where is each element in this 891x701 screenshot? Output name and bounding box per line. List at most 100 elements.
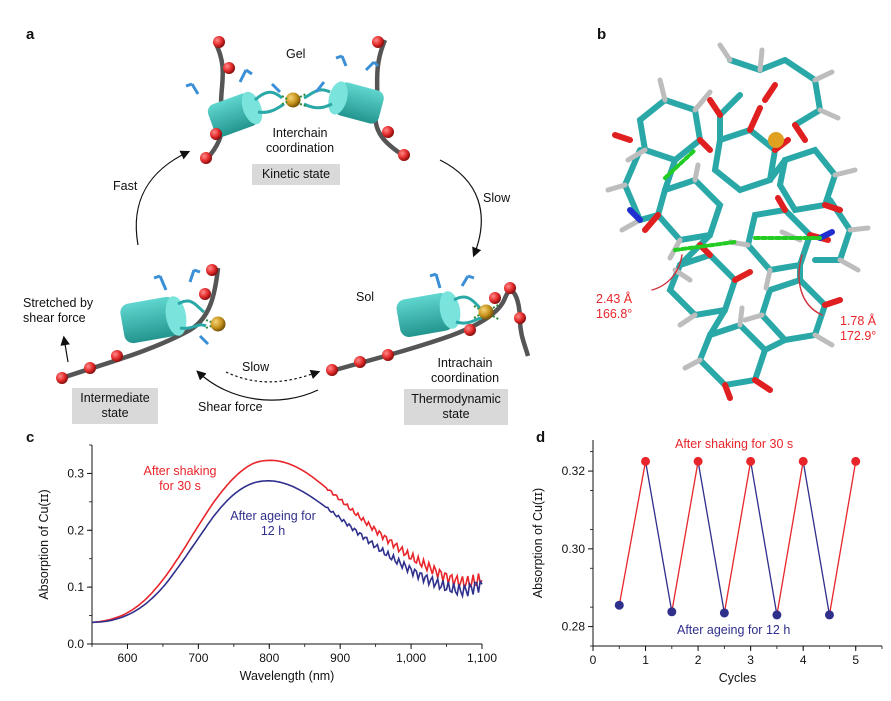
y-tick-label: 0.28 — [562, 620, 586, 634]
age-annotation-d: After ageing for 12 h — [677, 623, 791, 637]
x-tick-label: 600 — [117, 651, 137, 665]
fast-label: Fast — [113, 179, 138, 193]
left-hbond-annotation: 2.43 Å 166.8° — [596, 292, 632, 322]
panel-c: c 600 700 800 900 1,000 1,100 0.0 0.1 0.2 0.3 Wave… — [0, 425, 520, 701]
intermediate-line1: Intermediate — [80, 391, 150, 405]
cycle-segment — [776, 461, 804, 616]
right-angle: 172.9° — [840, 329, 877, 343]
x-axis-label: Cycles — [719, 671, 757, 685]
left-distance: 2.43 Å — [596, 292, 633, 306]
absorption-spectrum-chart: 600 700 800 900 1,000 1,100 0.0 0.1 0.2 0.3 Wavele… — [37, 444, 497, 683]
sol-label: Sol — [356, 290, 375, 304]
cycle-segment — [828, 461, 857, 616]
nitrogen-atoms — [627, 207, 835, 241]
data-point-shaken — [641, 456, 651, 466]
x-tick-label: 1,000 — [396, 651, 426, 665]
y-tick-label: 0.0 — [67, 637, 84, 651]
gel-label: Gel — [286, 47, 306, 61]
y-tick-label: 0.2 — [67, 523, 84, 537]
molecular-structure — [605, 42, 871, 401]
x-tick-label: 800 — [259, 651, 279, 665]
thermo-line2: state — [442, 407, 470, 421]
y-tick-label: 0.1 — [67, 580, 84, 594]
right-distance: 1.78 Å — [840, 314, 877, 328]
shake-annotation-d: After shaking for 30 s — [675, 437, 794, 451]
shake-c-line2: for 30 s — [159, 479, 201, 493]
y-tick-label: 0.32 — [562, 464, 586, 478]
cycle-segment — [723, 461, 752, 614]
panel-a: a — [0, 0, 560, 425]
thermodynamic-state-box: Thermodynamic state — [404, 389, 508, 425]
intrachain-line2: coordination — [430, 371, 500, 385]
interchain-line1: Interchain — [272, 126, 328, 140]
y-axis-label: Absorption of Cu(ɪɪ) — [37, 489, 51, 599]
series-line-shaking — [91, 459, 483, 624]
data-point-shaken — [746, 456, 756, 466]
y-tick-label: 0.30 — [562, 542, 586, 556]
hydrogen-bonds — [663, 148, 822, 252]
y-axis-label: Absorption of Cu(ɪɪ) — [531, 488, 545, 598]
data-point-shaken — [851, 456, 861, 466]
cycle-segment — [749, 461, 778, 616]
series-line-ageing — [91, 480, 483, 624]
x-tick-label: 5 — [852, 653, 859, 667]
shear-force-label: Shear force — [198, 400, 263, 414]
cycle-segment — [697, 461, 726, 614]
x-tick-label: 1 — [642, 653, 649, 667]
data-point-aged — [772, 610, 782, 620]
left-leader — [651, 254, 683, 291]
right-hbond-annotation: 1.78 Å 172.9° — [840, 314, 876, 344]
slow-bottom-arrow — [225, 369, 321, 383]
data-point-shaken — [693, 456, 703, 466]
right-leader — [798, 254, 823, 316]
x-tick-label: 0 — [590, 653, 597, 667]
panel-c-label: c — [26, 429, 35, 446]
x-tick-label: 700 — [188, 651, 208, 665]
cycle-segment — [671, 461, 699, 612]
left-angle: 166.8° — [596, 307, 633, 321]
shake-annotation-c: After shaking for 30 s — [130, 464, 230, 494]
intrachain-label: Intrachain coordination — [420, 356, 510, 386]
gel-complex — [185, 36, 410, 164]
interchain-line2: coordination — [265, 141, 335, 155]
cycling-chart: 0 1 2 3 4 5 0.28 0.30 0.32 Cycles Absorption of Cu… — [531, 440, 883, 685]
stretched-line1: Stretched by — [23, 296, 94, 310]
x-tick-label: 4 — [800, 653, 807, 667]
data-point-aged — [667, 607, 677, 617]
x-tick-label: 900 — [330, 651, 350, 665]
panel-a-label: a — [26, 26, 35, 43]
shear-force-arrow — [196, 370, 319, 401]
intermediate-complex — [56, 264, 226, 384]
data-point-shaken — [798, 456, 808, 466]
intermediate-line2: state — [101, 406, 129, 420]
x-tick-label: 3 — [747, 653, 754, 667]
x-tick-label: 2 — [695, 653, 702, 667]
age-c-line1: After ageing for — [230, 509, 316, 523]
fast-arrow — [135, 150, 191, 246]
age-c-line2: 12 h — [260, 524, 286, 538]
slow-right-arrow — [439, 159, 482, 258]
intermediate-state-box: Intermediate state — [72, 388, 158, 424]
x-axis-label: Wavelength (nm) — [240, 669, 335, 683]
y-tick-label: 0.3 — [67, 466, 84, 480]
interchain-label: Interchain coordination — [252, 126, 348, 156]
data-point-aged — [824, 610, 834, 620]
shake-c-line1: After shaking — [143, 464, 217, 478]
stretched-label: Stretched by shear force — [23, 296, 93, 326]
cycle-segment — [618, 461, 647, 606]
panel-a-schematic — [56, 36, 531, 401]
thermodynamic-complex — [326, 272, 531, 376]
x-tick-label: 1,100 — [467, 651, 497, 665]
cycle-segment — [802, 461, 831, 616]
data-point-aged — [614, 600, 624, 610]
age-annotation-c: After ageing for 12 h — [218, 509, 328, 539]
panel-d: d 0 1 2 3 4 5 0.28 0.30 0.32 Cycles Absorption of … — [520, 425, 891, 701]
slow-right-label: Slow — [483, 191, 511, 205]
data-point-aged — [719, 608, 729, 618]
panel-d-label: d — [536, 429, 546, 446]
thermo-line1: Thermodynamic — [411, 392, 501, 406]
panel-b: b — [570, 0, 891, 425]
kinetic-state-box: Kinetic state — [252, 164, 340, 185]
panel-b-label: b — [597, 26, 607, 43]
stretched-line2: shear force — [23, 311, 86, 325]
